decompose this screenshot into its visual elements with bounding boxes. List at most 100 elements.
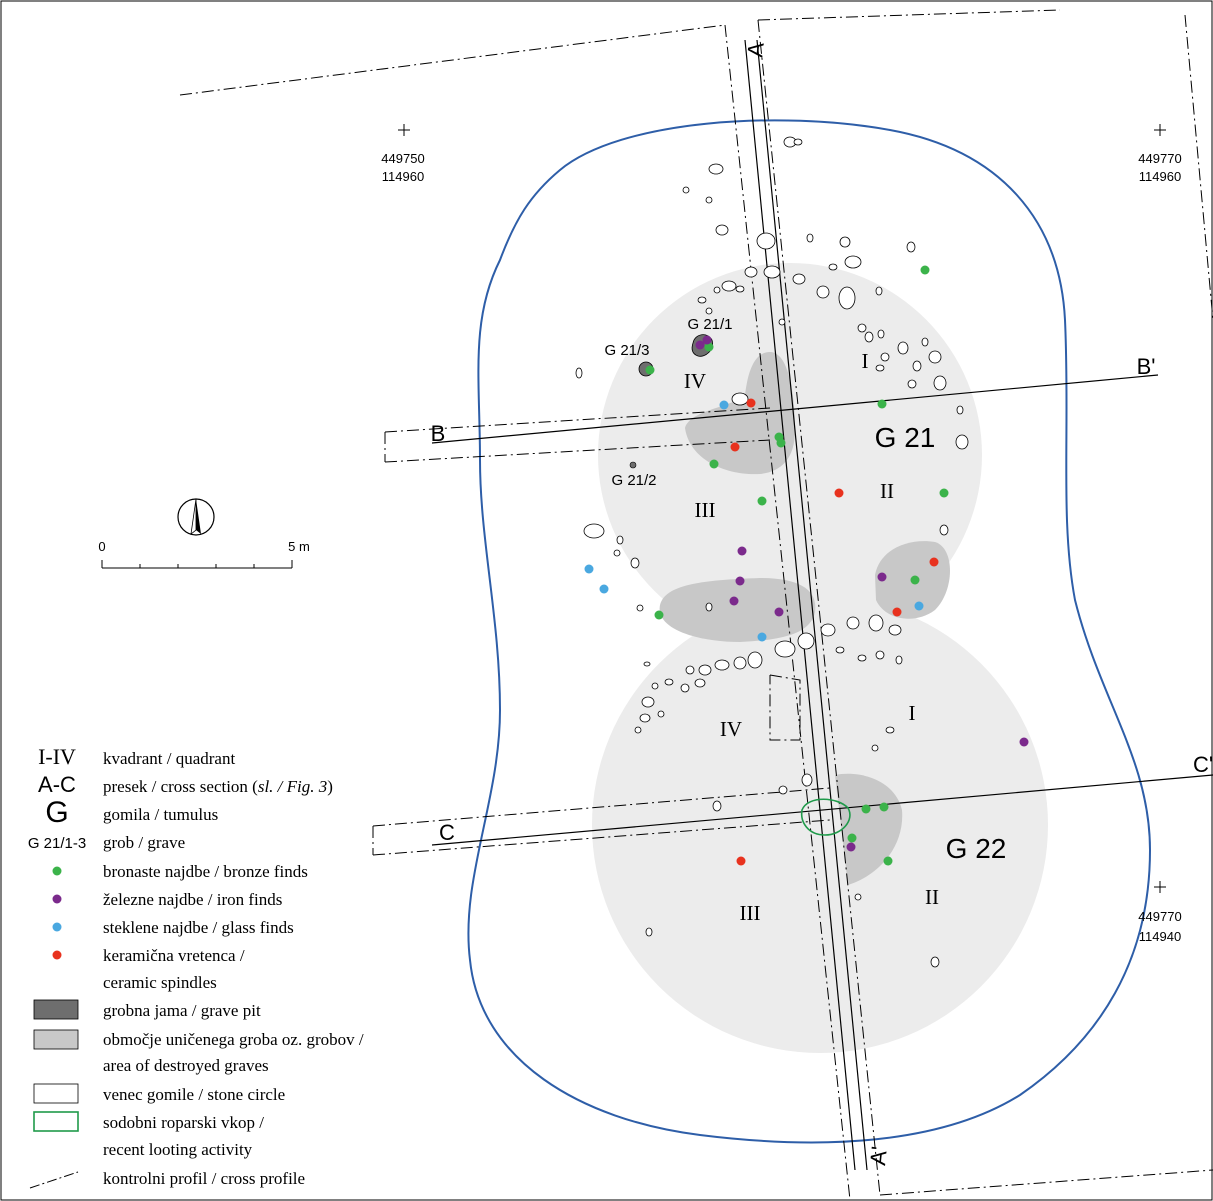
coord-ne-x: 449770 xyxy=(1138,151,1181,166)
glass-find-4 xyxy=(914,601,924,611)
legend-pit-text: grobna jama / grave pit xyxy=(103,1001,261,1020)
profile-b xyxy=(384,407,771,463)
section-labels: A A' B B' C C' xyxy=(431,41,1213,1167)
grave-label-g21-2: G 21/2 xyxy=(611,472,656,489)
legend-destroyed-swatch xyxy=(33,1029,79,1050)
legend-stone-swatch xyxy=(33,1083,79,1104)
legend-looting-line1: sodobni roparski vkop / xyxy=(103,1113,264,1132)
north-arrow xyxy=(177,498,215,536)
quadrant-g22-iii: III xyxy=(740,901,761,925)
coord-nw-y: 114960 xyxy=(382,169,424,184)
profile-a-east xyxy=(757,19,881,1196)
bronze-find-11 xyxy=(879,802,889,812)
bronze-find-12 xyxy=(847,833,857,843)
profile-south xyxy=(879,1169,1213,1196)
scale-bar: 0 5 m xyxy=(98,539,310,569)
looting-pit xyxy=(800,798,851,836)
ceramic-find-6 xyxy=(736,856,746,866)
stone-circle xyxy=(575,136,969,968)
legend-tumulus-symbol: G xyxy=(45,796,68,829)
bronze-find-10 xyxy=(861,804,871,814)
section-label-c: C xyxy=(439,820,455,845)
legend-destroyed-line1: območje uničenega groba oz. grobov / xyxy=(103,1030,364,1049)
legend-pit-swatch xyxy=(33,999,79,1020)
quadrant-g21-ii: II xyxy=(880,479,894,503)
scale-bar-line xyxy=(101,560,293,569)
scale-max: 5 m xyxy=(288,539,310,554)
iron-find-2 xyxy=(702,335,712,345)
finds-layer xyxy=(584,265,1029,866)
coord-cross-ne xyxy=(1154,124,1166,136)
legend-tumulus-text: gomila / tumulus xyxy=(103,805,218,824)
bronze-find-7 xyxy=(939,488,949,498)
profile-a-west xyxy=(724,24,851,1201)
bronze-find-2 xyxy=(877,399,887,409)
legend-profile-line xyxy=(29,1171,79,1189)
coordinate-crosses xyxy=(398,124,1166,893)
destroyed-area-4 xyxy=(835,773,903,885)
glass-find-2 xyxy=(584,564,594,574)
legend-bronze-text: bronaste najdbe / bronze finds xyxy=(103,862,308,881)
iron-find-4 xyxy=(735,576,745,586)
legend-looting-swatch xyxy=(33,1111,79,1132)
legend-grave-text: grob / grave xyxy=(103,833,185,852)
legend-quadrant-text: kvadrant / quadrant xyxy=(103,749,235,768)
legend-ceramic-line1: keramična vretenca / xyxy=(103,946,245,965)
quadrant-g21-iv: IV xyxy=(684,369,706,393)
coord-ne-y: 114960 xyxy=(1139,169,1181,184)
quadrant-g22-ii: II xyxy=(925,885,939,909)
bronze-find-6 xyxy=(757,496,767,506)
bronze-find-14 xyxy=(645,365,655,375)
legend-section-symbol: A-C xyxy=(38,772,76,797)
tumulus-areas xyxy=(592,263,1048,1053)
section-label-a-prime: A' xyxy=(865,1145,892,1166)
bronze-find-8 xyxy=(910,575,920,585)
tumulus-labels: G 21 G 22 xyxy=(875,422,1007,864)
profile-north-west xyxy=(179,24,726,96)
control-profiles xyxy=(179,9,1213,1201)
section-label-b-prime: B' xyxy=(1137,354,1156,379)
coord-cross-se xyxy=(1154,881,1166,893)
glass-find-3 xyxy=(599,584,609,594)
section-label-c-prime: C' xyxy=(1193,752,1213,777)
quadrant-g21-iii: III xyxy=(695,498,716,522)
legend-grave-symbol: G 21/1-3 xyxy=(28,835,86,852)
profile-north-east xyxy=(757,9,1061,21)
legend: I-IV kvadrant / quadrant A-C presek / cr… xyxy=(28,744,364,1189)
tumulus-g22-area xyxy=(592,597,1048,1053)
section-line-b xyxy=(431,374,1159,444)
iron-find-9 xyxy=(846,842,856,852)
coord-se-x: 449770 xyxy=(1138,909,1181,924)
quadrant-g22-i: I xyxy=(909,701,916,725)
quadrant-g21-i: I xyxy=(862,349,869,373)
destroyed-area-2 xyxy=(659,578,816,642)
ceramic-find-5 xyxy=(892,607,902,617)
profile-c xyxy=(372,787,831,856)
scale-zero: 0 xyxy=(98,539,105,554)
legend-section-text: presek / cross section (sl. / Fig. 3) xyxy=(103,777,333,796)
legend-glass-dot xyxy=(52,922,62,932)
bronze-find-13 xyxy=(883,856,893,866)
profile-g22-step xyxy=(769,674,801,741)
legend-ceramic-line2: ceramic spindles xyxy=(103,973,217,992)
legend-iron-text: železne najdbe / iron finds xyxy=(103,890,282,909)
quadrant-g22-iv: IV xyxy=(720,717,742,741)
grave-pit-g21-2 xyxy=(629,461,637,469)
bronze-find-9 xyxy=(654,610,664,620)
tumulus-outline xyxy=(467,119,1152,1144)
coord-se-y: 114940 xyxy=(1139,929,1181,944)
tumulus-label-g21: G 21 xyxy=(875,422,936,453)
ceramic-find-1 xyxy=(746,398,756,408)
section-label-a: A xyxy=(742,41,768,59)
grave-label-g21-1: G 21/1 xyxy=(687,316,732,333)
cross-section-lines xyxy=(431,39,1213,1171)
destroyed-grave-areas xyxy=(659,352,950,885)
grave-label-g21-3: G 21/3 xyxy=(604,342,649,359)
section-line-c xyxy=(431,774,1213,846)
legend-ceramic-dot xyxy=(52,950,62,960)
profile-east xyxy=(1184,14,1213,321)
legend-destroyed-line2: area of destroyed graves xyxy=(103,1056,269,1075)
iron-find-6 xyxy=(774,607,784,617)
